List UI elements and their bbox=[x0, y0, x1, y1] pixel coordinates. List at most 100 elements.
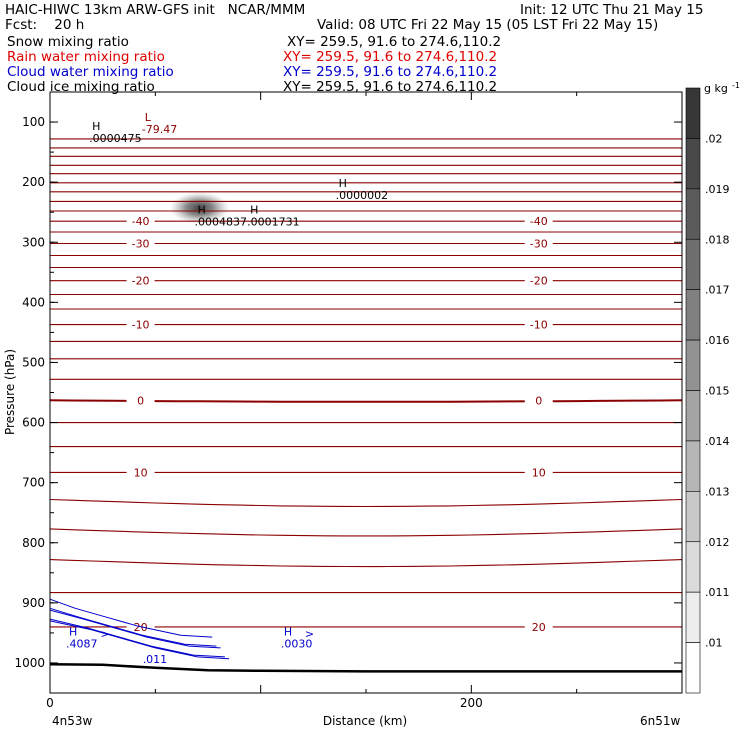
colorbar-cell bbox=[685, 138, 701, 190]
endpoint-left: 4n53w bbox=[52, 714, 93, 728]
extremum-marker-H: H bbox=[284, 626, 292, 639]
temperature-contour-label: 10 bbox=[532, 466, 546, 479]
colorbar-label: .012 bbox=[705, 536, 730, 549]
colorbar-label: .017 bbox=[705, 284, 730, 297]
header-valid: Valid: 08 UTC Fri 22 May 15 (05 LST Fri … bbox=[317, 17, 659, 33]
colorbar-cell bbox=[685, 642, 701, 694]
snow-shading-max bbox=[169, 191, 230, 224]
colorbar-cell bbox=[685, 339, 701, 391]
extremum-marker-H: H bbox=[69, 626, 77, 639]
colorbar-cell bbox=[685, 440, 701, 492]
temperature-contour-label: 0 bbox=[535, 394, 542, 407]
colorbar-cell bbox=[685, 238, 701, 290]
cloud-water-contour bbox=[49, 609, 221, 649]
y-tick-label: 1000 bbox=[14, 656, 45, 670]
header-init: Init: 12 UTC Thu 21 May 15 bbox=[520, 2, 704, 18]
contour-label-bg bbox=[524, 237, 553, 250]
extra-label: > bbox=[305, 628, 314, 641]
colorbar-cell bbox=[685, 87, 701, 139]
colorbar-label: .018 bbox=[705, 233, 730, 246]
extra-label: > bbox=[101, 628, 110, 641]
temperature-contour-label: -30 bbox=[132, 237, 150, 250]
extremum-value: .0030 bbox=[281, 638, 313, 651]
y-tick-label: 500 bbox=[22, 355, 45, 369]
extremum-marker-H: H bbox=[250, 204, 258, 217]
endpoint-right: 6n51w bbox=[640, 714, 681, 728]
colorbar-label: .013 bbox=[705, 485, 730, 498]
contour-label-bg bbox=[126, 318, 155, 331]
colorbar-cell bbox=[685, 289, 701, 341]
y-tick-label: 700 bbox=[22, 476, 45, 490]
y-tick-label: 400 bbox=[22, 295, 45, 309]
colorbar-label: .011 bbox=[705, 586, 730, 599]
colorbar-cell bbox=[685, 591, 701, 643]
contour-label-bg bbox=[126, 394, 155, 407]
extremum-marker-L: L bbox=[145, 111, 152, 124]
temperature-contour-label: -20 bbox=[132, 275, 150, 288]
cloud-water-contour bbox=[49, 607, 217, 647]
x-axis-label: Distance (km) bbox=[323, 714, 407, 728]
colorbar-cell bbox=[685, 390, 701, 442]
contour-label-bg bbox=[524, 620, 553, 633]
y-tick-label: 100 bbox=[22, 115, 45, 129]
y-tick-label: 300 bbox=[22, 235, 45, 249]
temperature-contour-label: 10 bbox=[134, 466, 148, 479]
temperature-contour-label: 20 bbox=[134, 621, 148, 634]
extremum-value: .4087 bbox=[66, 638, 98, 651]
contour-label-bg bbox=[126, 237, 155, 250]
temperature-contour-label: -40 bbox=[132, 215, 150, 228]
annotation-layer: H.0000475L-79.47H.0004837H.0001731H.0000… bbox=[66, 111, 388, 666]
colorbar-label: .019 bbox=[705, 183, 730, 196]
extremum-value: .0001731 bbox=[247, 216, 300, 229]
contour-label-bg bbox=[524, 318, 553, 331]
field-cloudice-label: Cloud ice mixing ratio bbox=[7, 79, 155, 95]
field-snow-xy: XY= 259.5, 91.6 to 274.6,110.2 bbox=[287, 34, 502, 50]
temperature-contour bbox=[49, 399, 683, 403]
colorbar-label: .014 bbox=[705, 435, 730, 448]
contour-label-bg bbox=[524, 215, 553, 228]
colorbar-label: .01 bbox=[705, 637, 723, 650]
colorbar-cell bbox=[685, 188, 701, 240]
y-tick-label: 200 bbox=[22, 175, 45, 189]
y-axis-label: Pressure (hPa) bbox=[3, 349, 17, 435]
extremum-value: .0004837 bbox=[194, 216, 247, 229]
cloud-water-contour bbox=[49, 620, 230, 660]
axes-layer: 100 200 300 400 500 600 700 800 900 1000 0 200 bbox=[14, 92, 683, 710]
cloud-water-contour bbox=[49, 618, 225, 658]
extremum-marker-H: H bbox=[197, 204, 205, 217]
extremum-value: .0000002 bbox=[336, 189, 389, 202]
colorbar-label: .02 bbox=[705, 132, 723, 145]
contour-label-bg bbox=[126, 274, 155, 287]
field-snow-label: Snow mixing ratio bbox=[7, 34, 129, 50]
field-cloudwater-xy: XY= 259.5, 91.6 to 274.6,110.2 bbox=[283, 64, 498, 80]
x-tick-label: 200 bbox=[460, 696, 483, 710]
terrain-line bbox=[49, 662, 682, 673]
contour-label-bg bbox=[524, 394, 553, 407]
y-tick-label: 600 bbox=[22, 416, 45, 430]
temperature-contour-label: -20 bbox=[530, 275, 548, 288]
field-cloudwater-label: Cloud water mixing ratio bbox=[7, 64, 174, 80]
extremum-value: -79.47 bbox=[142, 123, 177, 136]
header-fcst: Fcst: 20 h bbox=[5, 17, 85, 33]
field-cloudice-xy: XY= 259.5, 91.6 to 274.6,110.2 bbox=[283, 79, 498, 95]
cloud-water-contour bbox=[49, 598, 213, 638]
temperature-contour bbox=[49, 528, 683, 537]
colorbar-label: .016 bbox=[705, 334, 730, 347]
contour-label-bg bbox=[524, 466, 553, 479]
contour-label-bg bbox=[524, 274, 553, 287]
contour-label-bg bbox=[126, 466, 155, 479]
y-tick-label: 900 bbox=[22, 596, 45, 610]
contour-layer: -40 -40 -30 -30 -20 -20 -10 -10 0 0 10 10 20 20 bbox=[49, 138, 683, 673]
colorbar: .02 .019 .018 .017 .016 .015 .014 .013 .012 .011.… bbox=[685, 81, 740, 694]
temperature-contour-label: -40 bbox=[530, 215, 548, 228]
colorbar-label: .015 bbox=[705, 385, 730, 398]
header-title: HAIC-HIWC 13km ARW-GFS init NCAR/MMM bbox=[5, 2, 306, 18]
y-tick-label: 800 bbox=[22, 536, 45, 550]
colorbar-cell bbox=[685, 491, 701, 543]
temperature-contour-label: -10 bbox=[530, 319, 548, 332]
colorbar-unit: g kg bbox=[704, 82, 728, 95]
extra-label: .011 bbox=[143, 653, 168, 666]
colorbar-unit-exponent: -1 bbox=[732, 81, 740, 90]
extremum-value: .0000475 bbox=[89, 132, 142, 145]
